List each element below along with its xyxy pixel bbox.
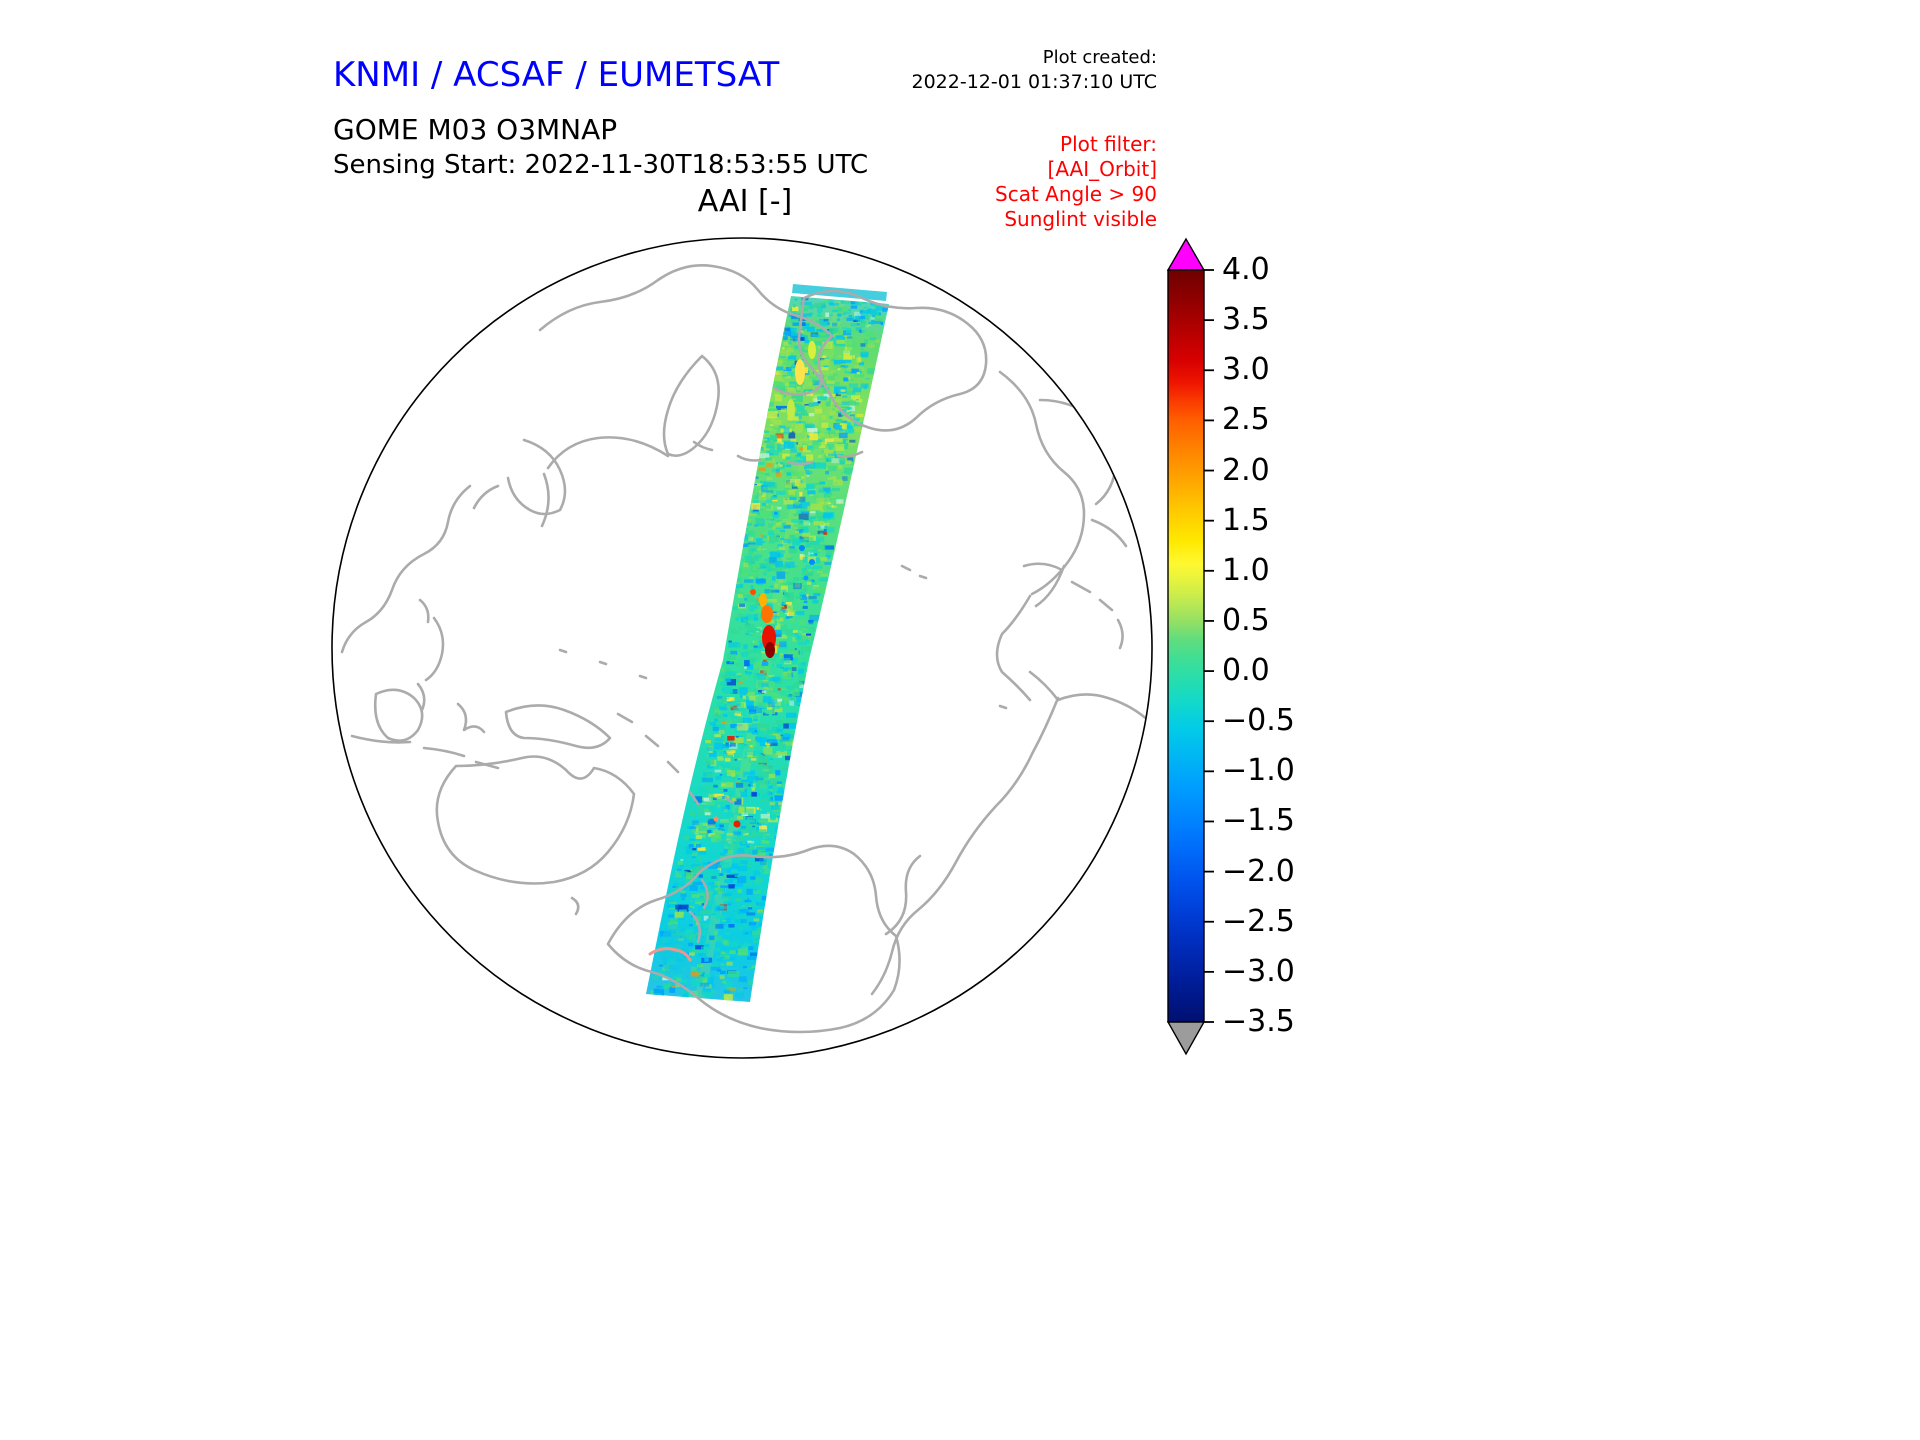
coastline-new-guinea bbox=[504, 704, 612, 750]
filter-line-1: Plot filter: bbox=[1060, 132, 1157, 156]
coastline-kamchatka bbox=[662, 354, 720, 457]
coastline-aleutians bbox=[692, 440, 864, 466]
coastline-java-islands bbox=[350, 734, 500, 770]
colorbar-tick-label: 1.5 bbox=[1222, 502, 1270, 538]
coastline-korea-china bbox=[340, 484, 472, 654]
satellite-swath bbox=[646, 284, 889, 1002]
plot-title: AAI [-] bbox=[697, 184, 793, 219]
colorbar-over-arrow bbox=[1166, 237, 1206, 271]
coastline-tasmania bbox=[570, 896, 580, 916]
coastline-mexico bbox=[995, 594, 1032, 702]
coastline-japan-west bbox=[472, 484, 500, 510]
coastline-antarctica bbox=[606, 844, 901, 1034]
colorbar-tick-label: −1.5 bbox=[1222, 803, 1295, 839]
coastline-melanesia bbox=[616, 712, 734, 806]
colorbar-tick-label: 2.5 bbox=[1222, 402, 1270, 438]
colorbar-tick-label: −2.0 bbox=[1222, 853, 1295, 889]
globe-outline bbox=[331, 237, 1153, 1059]
colorbar-under-arrow bbox=[1166, 1021, 1206, 1056]
filter-line-2: [AAI_Orbit] bbox=[1047, 157, 1157, 181]
coastline-alaska bbox=[797, 289, 988, 432]
sensing-start: Sensing Start: 2022-11-30T18:53:55 UTC bbox=[333, 150, 869, 180]
plot-filter-note: Plot filter: [AAI_Orbit] Scat Angle > 90… bbox=[995, 132, 1157, 232]
product-name: GOME M03 O3MNAP bbox=[333, 113, 618, 146]
colorbar-tick-label: 4.0 bbox=[1222, 252, 1270, 287]
colorbar-tick-label: −3.0 bbox=[1222, 953, 1295, 989]
coastline-borneo bbox=[373, 688, 424, 742]
colorbar-tick-label: 0.0 bbox=[1222, 653, 1270, 689]
plot-created-time: 2022-12-01 01:37:10 UTC bbox=[911, 71, 1158, 93]
coastline-australia bbox=[435, 755, 636, 885]
colorbar-tick-label: 1.0 bbox=[1222, 552, 1270, 588]
coastline-galapagos bbox=[998, 704, 1008, 710]
colorbar-tick-label: −0.5 bbox=[1222, 703, 1295, 739]
coastline-philippines bbox=[416, 616, 445, 712]
swath-pixel-speckles bbox=[650, 297, 889, 1002]
colorbar-tick-label: 2.0 bbox=[1222, 452, 1270, 488]
coast-tint-over-swath bbox=[648, 947, 692, 962]
colorbar-ticks bbox=[1204, 269, 1214, 1023]
plot-created-label: Plot created: bbox=[1042, 47, 1157, 68]
coastline-antarctic-peninsula bbox=[884, 854, 922, 936]
coastline-central-america bbox=[1028, 670, 1152, 726]
coastline-north-america-west bbox=[998, 370, 1086, 596]
coastline-siberia-arctic bbox=[538, 264, 834, 396]
coastline-taiwan bbox=[418, 598, 430, 624]
colorbar-tick-label: 0.5 bbox=[1222, 602, 1270, 638]
coastline-okhotsk bbox=[546, 436, 670, 470]
plot-created: Plot created: 2022-12-01 01:37:10 UTC bbox=[912, 46, 1158, 94]
coastline-caribbean bbox=[1022, 562, 1124, 650]
colorbar bbox=[1164, 236, 1220, 1058]
colorbar-graphic bbox=[1166, 237, 1214, 1056]
coastline-sulawesi bbox=[456, 702, 486, 734]
coastline-sakhalin bbox=[540, 472, 550, 528]
coastline-south-america-west bbox=[870, 696, 1060, 996]
colorbar-tick-label: −3.5 bbox=[1222, 1004, 1295, 1039]
colorbar-tick-label: 3.5 bbox=[1222, 302, 1270, 338]
filter-line-4: Sunglint visible bbox=[1004, 207, 1157, 231]
coastline-hawaii bbox=[900, 564, 928, 580]
coastlines bbox=[340, 264, 1152, 1034]
coastline-micronesia bbox=[558, 648, 648, 680]
coastline-japan bbox=[506, 438, 567, 516]
colorbar-tick-label: −2.5 bbox=[1222, 903, 1295, 939]
filter-line-3: Scat Angle > 90 bbox=[995, 182, 1157, 206]
org-title: KNMI / ACSAF / EUMETSAT bbox=[333, 55, 780, 95]
colorbar-tick-label: 3.0 bbox=[1222, 352, 1270, 388]
coastline-new-zealand bbox=[688, 878, 709, 944]
colorbar-gradient bbox=[1167, 269, 1205, 1023]
colorbar-tick-label: −1.0 bbox=[1222, 753, 1295, 789]
aai-hotspots bbox=[660, 341, 816, 976]
